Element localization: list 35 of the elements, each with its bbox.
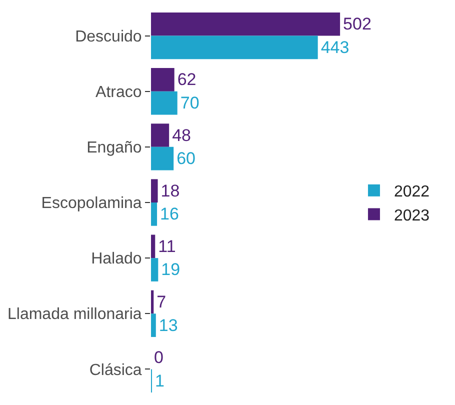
data-label: 19 (161, 260, 180, 280)
data-label: 16 (160, 204, 179, 224)
bar (151, 68, 174, 92)
bar (151, 314, 156, 337)
data-label: 18 (160, 181, 180, 200)
data-label: 48 (172, 126, 191, 145)
data-label: 1 (155, 371, 164, 390)
legend-label: 2022 (394, 184, 430, 201)
y-tick-label: Llamada millonaria (8, 306, 142, 324)
legend-label: 2023 (394, 207, 430, 224)
data-label: 443 (320, 38, 350, 57)
bar (151, 124, 170, 147)
bar (151, 179, 158, 202)
y-tick-label: Atraco (96, 84, 142, 101)
bar (151, 258, 158, 282)
data-label: 13 (158, 316, 178, 335)
data-label: 60 (176, 149, 196, 168)
data-label: 7 (156, 292, 166, 312)
bar (151, 234, 156, 258)
y-tick-label: Escopolamina (41, 195, 142, 212)
bar (151, 202, 158, 226)
data-label: 0 (154, 348, 164, 368)
bar (151, 91, 178, 115)
y-tick-label: Engaño (86, 140, 142, 157)
data-label: 62 (177, 70, 196, 90)
data-label: 502 (343, 14, 372, 34)
data-label: 11 (158, 236, 176, 256)
y-tick-label: Descuido (75, 28, 142, 46)
data-label: 70 (180, 94, 200, 113)
bar (151, 36, 318, 60)
y-tick-label: Halado (91, 250, 142, 268)
bar (151, 290, 154, 314)
bar (151, 146, 174, 170)
y-tick-label: Clásica (89, 362, 142, 379)
bar (151, 12, 340, 36)
